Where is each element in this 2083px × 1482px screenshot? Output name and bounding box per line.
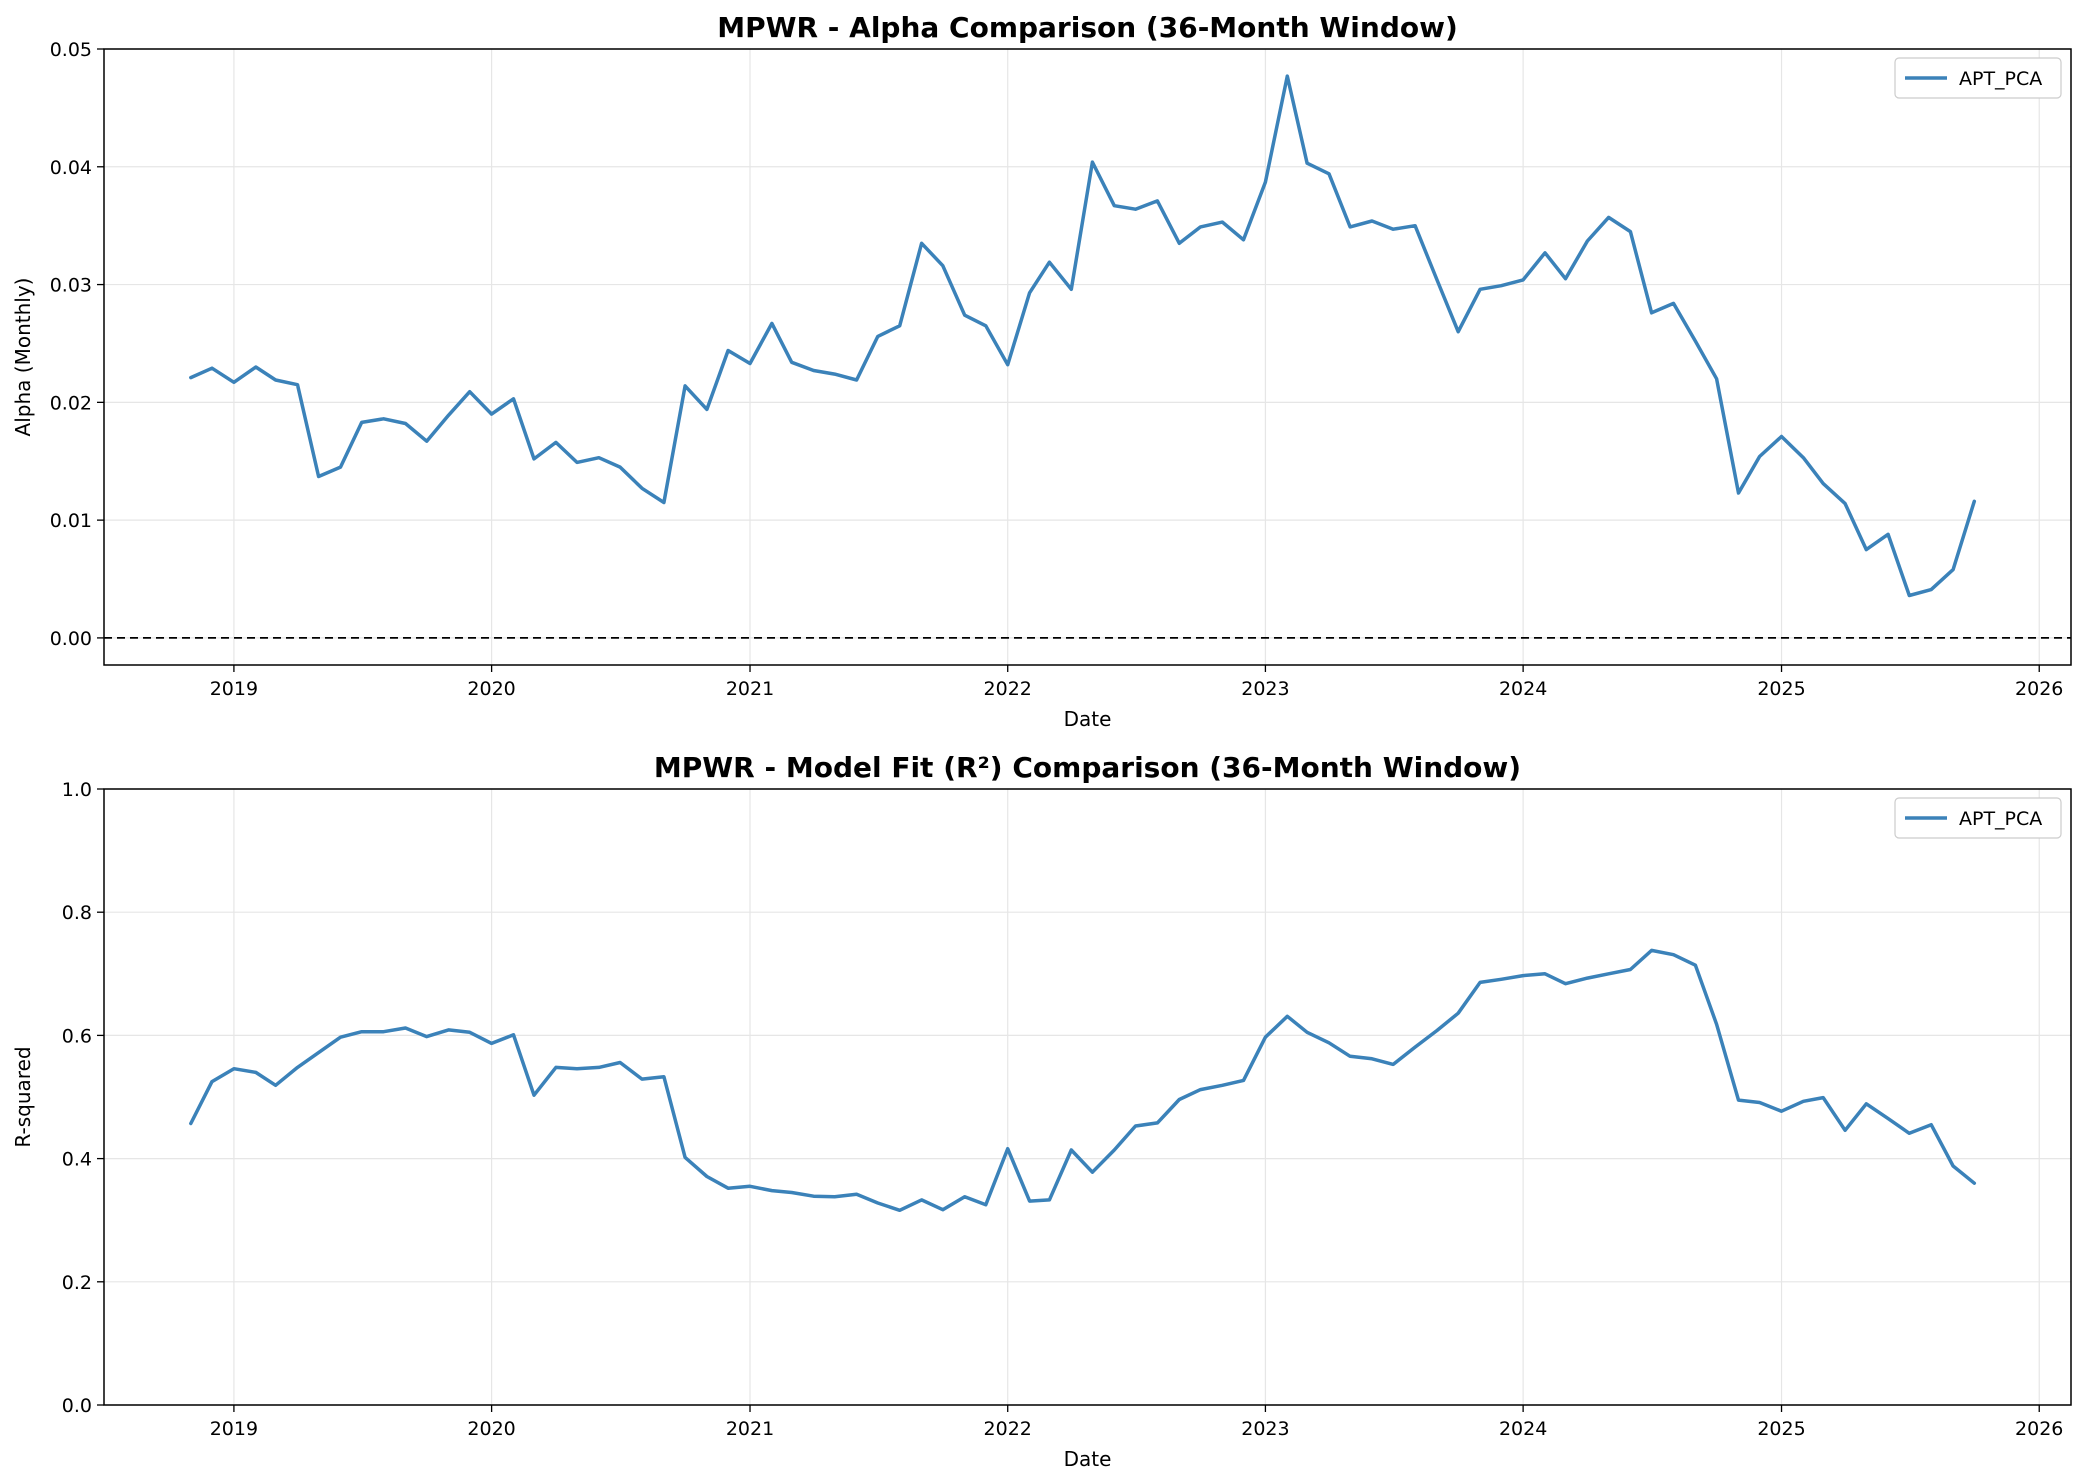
alpha-chart-panel: 0.00 0.01 0.02 0.03 0.04 0.05 2019 2020 2021 202…: [11, 11, 2072, 731]
r-squared-x-tick-label: 2022: [984, 1418, 1032, 1440]
alpha-x-tick-label: 2023: [1241, 678, 1289, 700]
r-squared-chart-panel: 0.00.20.40.60.81.0 2019 2020 2021 2022 2023 2…: [11, 751, 2072, 1471]
r-squared-x-ticks: 2019 2020 2021 2022 2023 2024 2025 2026: [210, 1405, 2063, 1440]
alpha-x-tick-label: 2025: [1757, 678, 1805, 700]
alpha-chart-legend: APT_PCA: [1894, 57, 2062, 99]
alpha-y-tick-label: 0.02: [50, 392, 92, 414]
alpha-series-layer: [189, 74, 1977, 598]
r-squared-chart-title: MPWR - Model Fit (R²) Comparison (36-Mon…: [654, 751, 1521, 784]
r-squared-x-tick-label: 2026: [2015, 1418, 2063, 1440]
r-squared-y-ticks: 0.0 0.2 0.4 0.6 0.8 1.0: [62, 779, 104, 1417]
r-squared-x-tick-label: 2024: [1499, 1418, 1547, 1440]
r-squared-y-tick-label: 1.0: [62, 779, 92, 801]
alpha-y-tick-label: 0.01: [50, 510, 92, 532]
r-squared-y-tick-label: 0.2: [62, 1272, 92, 1294]
alpha-x-axis-label: Date: [1064, 707, 1112, 731]
r-squared-y-tick-label: 0.6: [62, 1025, 92, 1047]
alpha-y-tick-label: 0.03: [50, 275, 92, 297]
r-squared-y-axis-label: R-squared: [11, 1046, 35, 1147]
alpha-y-axis-label: Alpha (Monthly): [11, 278, 35, 437]
r-squared-y-tick-label: 0.4: [62, 1149, 92, 1171]
r-squared-y-tick-label: 0.0: [62, 1395, 92, 1417]
alpha-x-tick-label: 2026: [2015, 678, 2063, 700]
alpha-y-tick-label: 0.00: [50, 628, 92, 650]
r-squared-legend-box: [1894, 797, 2062, 839]
r-squared-y-tick-label: 0.8: [62, 902, 92, 924]
r-squared-x-tick-label: 2025: [1757, 1418, 1805, 1440]
alpha-x-ticks: 2019 2020 2021 2022 2023 2024 2025 2026: [210, 665, 2063, 700]
r-squared-plot-frame: [103, 788, 2072, 1406]
alpha-plot-frame: [103, 48, 2072, 666]
alpha-x-tick-label: 2021: [726, 678, 774, 700]
alpha-x-tick-label: 2022: [984, 678, 1032, 700]
r-squared-x-tick-label: 2021: [726, 1418, 774, 1440]
r-squared-x-axis-label: Date: [1064, 1447, 1112, 1471]
alpha-legend-label: APT_PCA: [1959, 68, 2042, 90]
r-squared-legend-label: APT_PCA: [1959, 808, 2042, 830]
r-squared-x-tick-label: 2020: [467, 1418, 515, 1440]
r-squared-series-line-apt-pca: [189, 948, 1977, 1213]
alpha-x-tick-label: 2024: [1499, 678, 1547, 700]
alpha-y-tick-label: 0.04: [50, 157, 92, 179]
r-squared-x-tick-label: 2019: [210, 1418, 258, 1440]
alpha-series-line-apt-pca: [189, 74, 1977, 598]
r-squared-series-layer: [189, 948, 1977, 1213]
alpha-chart-title: MPWR - Alpha Comparison (36-Month Window…: [717, 11, 1458, 44]
alpha-legend-box: [1894, 57, 2062, 99]
alpha-x-tick-label: 2020: [467, 678, 515, 700]
alpha-y-tick-label: 0.05: [50, 39, 92, 61]
alpha-x-tick-label: 2019: [210, 678, 258, 700]
r-squared-x-tick-label: 2023: [1241, 1418, 1289, 1440]
alpha-y-ticks: 0.00 0.01 0.02 0.03 0.04 0.05: [50, 39, 104, 650]
r-squared-chart-legend: APT_PCA: [1894, 797, 2062, 839]
